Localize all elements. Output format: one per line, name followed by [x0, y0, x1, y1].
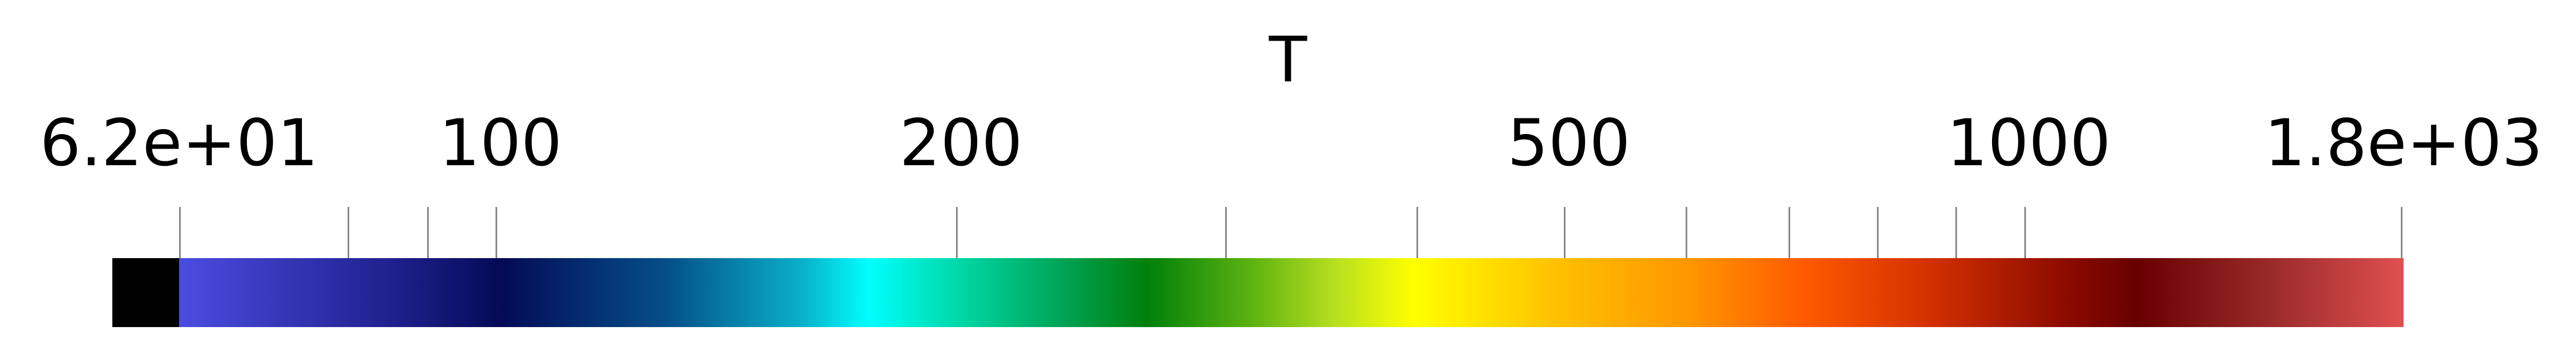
tick-mark	[427, 207, 429, 258]
tick-mark	[2024, 207, 2026, 258]
tick-label-1000: 1000	[1946, 106, 2111, 181]
tick-label-500: 500	[1507, 106, 1631, 181]
tick-mark	[1877, 207, 1879, 258]
nan-color-swatch	[112, 258, 179, 327]
tick-label-min: 6.2e+01	[39, 106, 319, 181]
tick-label-100: 100	[439, 106, 562, 181]
tick-mark	[348, 207, 349, 258]
tick-mark	[1225, 207, 1227, 258]
tick-mark	[2401, 207, 2402, 258]
tick-mark	[179, 207, 181, 258]
tick-mark	[1789, 207, 1790, 258]
tick-mark	[496, 207, 497, 258]
legend-title: T	[1269, 24, 1307, 96]
tick-mark	[1416, 207, 1418, 258]
tick-mark	[1955, 207, 1957, 258]
colorbar-gradient	[179, 258, 2404, 327]
tick-mark	[1564, 207, 1566, 258]
tick-mark	[1686, 207, 1687, 258]
tick-label-max: 1.8e+03	[2264, 106, 2543, 181]
tick-mark	[956, 207, 958, 258]
tick-label-200: 200	[899, 106, 1023, 181]
